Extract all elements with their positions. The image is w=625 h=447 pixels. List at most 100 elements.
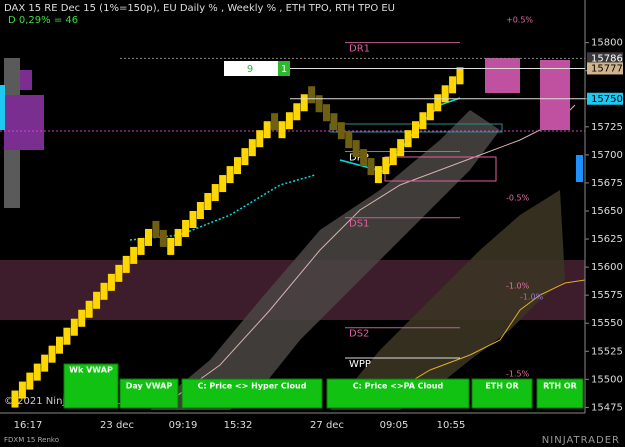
counter: 9 — [247, 64, 253, 75]
or-line — [379, 279, 586, 401]
button[interactable]: C: Price <>PA Cloud — [326, 378, 470, 409]
button-label[interactable]: Wk VWAP — [69, 366, 113, 375]
y-tick-label: 15500 — [591, 374, 623, 385]
y-tick-label: 15600 — [591, 262, 623, 273]
instrument: FDXM 15 Renko — [4, 436, 59, 444]
renko-brick — [174, 228, 182, 246]
counter-box — [224, 61, 278, 76]
button-box[interactable] — [471, 378, 533, 409]
volume-profile — [0, 58, 44, 208]
x-tick-label: 09:05 — [380, 420, 409, 431]
button[interactable]: RTH OR — [536, 378, 584, 409]
x-tick-label: 10:55 — [437, 420, 466, 431]
level-label: WPP — [349, 359, 371, 370]
renko-brick — [196, 202, 204, 220]
button-label[interactable]: RTH OR — [543, 382, 577, 391]
renko-brick — [204, 193, 212, 211]
button[interactable]: ETH OR — [471, 378, 533, 409]
renko-brick — [18, 381, 26, 399]
renko-brick — [152, 220, 160, 238]
renko-brick — [263, 121, 271, 139]
counter: 1 — [281, 64, 287, 75]
renko-brick — [85, 300, 93, 318]
renko-brick — [159, 229, 167, 247]
subtitle: D 0,29% = 46 — [8, 15, 78, 26]
renko-brick — [115, 264, 123, 282]
y-tick-label: 15700 — [591, 150, 623, 161]
renko-brick — [300, 94, 308, 112]
brand: NINJATRADER — [542, 435, 620, 446]
renko-brick — [189, 210, 197, 228]
renko-brick — [122, 255, 130, 273]
button-box[interactable] — [119, 378, 179, 409]
price-marker-label: 15750 — [591, 94, 623, 105]
level-label: DR1 — [349, 44, 370, 55]
button-label[interactable]: ETH OR — [485, 382, 518, 391]
percent-label: -0.5% — [506, 194, 530, 203]
renko-brick — [137, 237, 145, 255]
renko-brick — [70, 318, 78, 336]
price-marker — [587, 52, 623, 65]
x-tick-label: 27 dec — [310, 420, 344, 431]
renko-brick — [167, 237, 175, 255]
renko-brick — [248, 139, 256, 157]
profile-poc — [0, 85, 5, 130]
button-box[interactable] — [536, 378, 584, 409]
renko-brick — [11, 390, 19, 408]
y-tick-label: 15800 — [591, 38, 623, 49]
renko-brick — [352, 140, 360, 158]
pa-cloud — [330, 190, 565, 410]
button-box[interactable] — [63, 363, 119, 409]
renko-brick — [374, 166, 382, 184]
price-marker-label: 15777 — [591, 63, 623, 74]
counter-box — [278, 61, 290, 76]
renko-brick — [404, 130, 412, 148]
level-label: DS2 — [349, 329, 369, 340]
renko-brick — [456, 67, 464, 85]
button[interactable]: C: Price <> Hyper Cloud — [181, 378, 323, 409]
y-tick-label: 15475 — [591, 402, 623, 413]
renko-brick — [182, 219, 190, 237]
renko-brick — [419, 112, 427, 130]
y-tick-label: 15675 — [591, 178, 623, 189]
renko-brick — [41, 354, 49, 372]
profile-bars — [485, 58, 520, 93]
renko-brick — [323, 104, 330, 122]
renko-brick — [360, 149, 368, 167]
renko-brick — [226, 166, 234, 184]
y-tick-label: 15725 — [591, 122, 623, 133]
x-tick-label: 16:17 — [14, 420, 43, 431]
renko-brick — [345, 131, 353, 149]
renko-brick — [397, 139, 405, 157]
renko-brick — [285, 112, 293, 130]
renko-brick — [293, 103, 301, 121]
renko-brick — [449, 76, 457, 94]
right-profile — [485, 58, 583, 182]
renko-brick — [241, 148, 249, 166]
renko-brick — [234, 157, 241, 175]
hyper-cloud — [150, 110, 500, 410]
button-bar: Wk VWAP Day VWAP C: Price <> Hyper Cloud C:… — [63, 363, 584, 409]
renko-brick — [412, 121, 419, 139]
renko-brick — [278, 121, 286, 139]
y-tick-label: 15650 — [591, 206, 623, 217]
renko-brick — [434, 94, 442, 112]
button-label[interactable]: Day VWAP — [126, 382, 173, 391]
renko-brick — [56, 336, 63, 354]
y-tick-label: 15525 — [591, 346, 623, 357]
percent-label: -1.5% — [506, 370, 530, 379]
button-label[interactable]: C: Price <> Hyper Cloud — [198, 382, 307, 391]
renko-brick — [211, 184, 219, 202]
renko-brick — [426, 103, 434, 121]
x-tick-label: 09:19 — [169, 420, 198, 431]
button-label[interactable]: C: Price <>PA Cloud — [353, 382, 444, 391]
button[interactable]: Day VWAP — [119, 378, 179, 409]
profile-bars — [20, 70, 32, 90]
button-box[interactable] — [181, 378, 323, 409]
button-box[interactable] — [326, 378, 470, 409]
renko-brick — [93, 291, 101, 309]
renko-brick — [107, 273, 115, 291]
button[interactable]: Wk VWAP — [63, 363, 119, 409]
renko-brick — [441, 85, 449, 103]
